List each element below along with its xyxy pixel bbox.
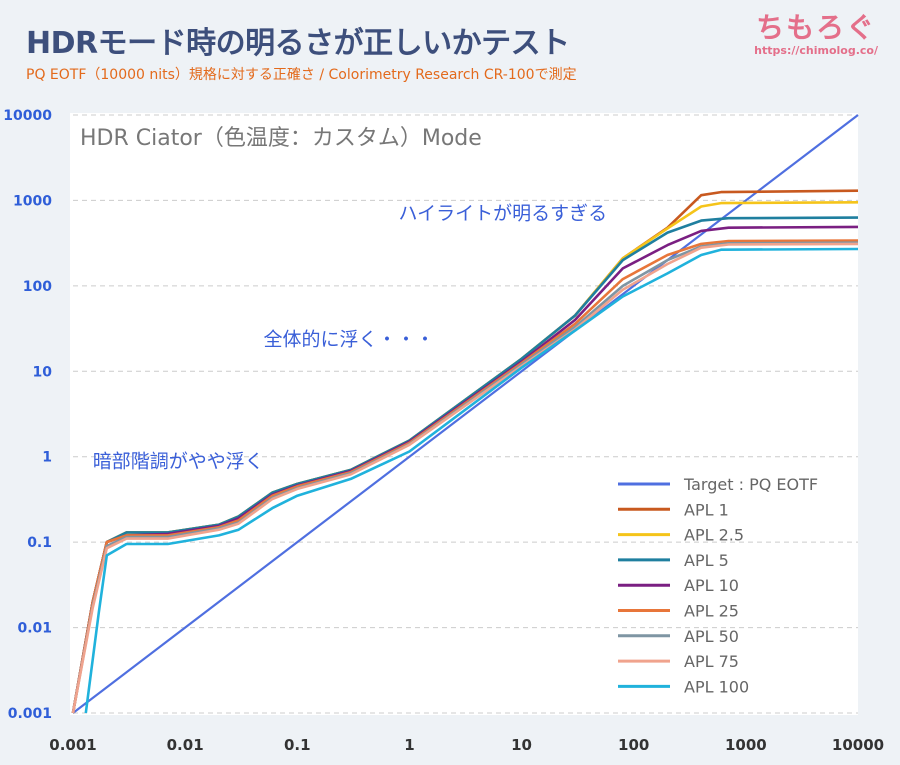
- legend-label: APL 100: [684, 677, 749, 696]
- logo-text: ちもろぐ: [756, 11, 877, 44]
- x-tick-label: 1000: [725, 736, 767, 754]
- y-tick-label: 1000: [13, 193, 52, 209]
- y-tick-label: 10: [33, 364, 53, 380]
- y-axis-ticks: 0.001 0.01 0.1 1 10 100 1000 10000: [3, 108, 52, 722]
- x-tick-label: 10000: [832, 736, 884, 754]
- x-axis-ticks: 0.001 0.01 0.1 1 10 100 1000 10000: [49, 736, 884, 754]
- page-subtitle: PQ EOTF（10000 nits）規格に対する正確さ / Colorimet…: [26, 67, 577, 83]
- legend-label: APL 75: [684, 652, 739, 671]
- site-logo: ちもろぐ https://chimolog.co/: [754, 6, 878, 57]
- x-tick-label: 1: [404, 736, 414, 754]
- legend-label: Target : PQ EOTF: [683, 475, 818, 494]
- chart-annotation: ハイライトが明るすぎる: [399, 202, 608, 224]
- page-title: HDRモード時の明るさが正しいかテスト: [26, 26, 570, 61]
- legend-label: APL 25: [684, 602, 739, 621]
- legend-label: APL 10: [684, 576, 739, 595]
- x-tick-label: 0.001: [49, 736, 96, 754]
- legend-label: APL 5: [684, 551, 729, 570]
- legend-label: APL 1: [684, 500, 729, 519]
- series-line-0: [72, 114, 859, 714]
- x-tick-label: 100: [618, 736, 649, 754]
- y-tick-label: 0.01: [17, 621, 52, 637]
- grid-lines: [73, 114, 858, 714]
- y-tick-label: 1: [42, 450, 52, 466]
- series-lines: [71, 114, 859, 714]
- legend-label: APL 50: [684, 627, 739, 646]
- legend-label: APL 2.5: [684, 526, 744, 545]
- chart-mode-label: HDR Ciator（色温度：カスタム）Mode: [80, 126, 482, 151]
- chart-annotation: 全体的に浮く・・・: [264, 329, 435, 351]
- y-tick-label: 100: [23, 279, 52, 295]
- series-line-7: [71, 242, 859, 714]
- series-line-3: [71, 216, 859, 714]
- chart-annotation: 暗部階調がやや浮く: [93, 450, 264, 472]
- x-tick-label: 0.1: [284, 736, 311, 754]
- x-tick-label: 10: [511, 736, 532, 754]
- y-tick-label: 0.001: [8, 706, 52, 722]
- series-line-8: [84, 247, 859, 714]
- x-tick-label: 0.01: [167, 736, 204, 754]
- y-tick-label: 10000: [3, 108, 52, 124]
- y-tick-label: 0.1: [27, 535, 52, 551]
- series-line-5: [71, 239, 859, 714]
- logo-url: https://chimolog.co/: [754, 44, 878, 57]
- chart-legend: Target : PQ EOTF APL 1 APL 2.5 APL 5 APL 10 A…: [618, 475, 818, 696]
